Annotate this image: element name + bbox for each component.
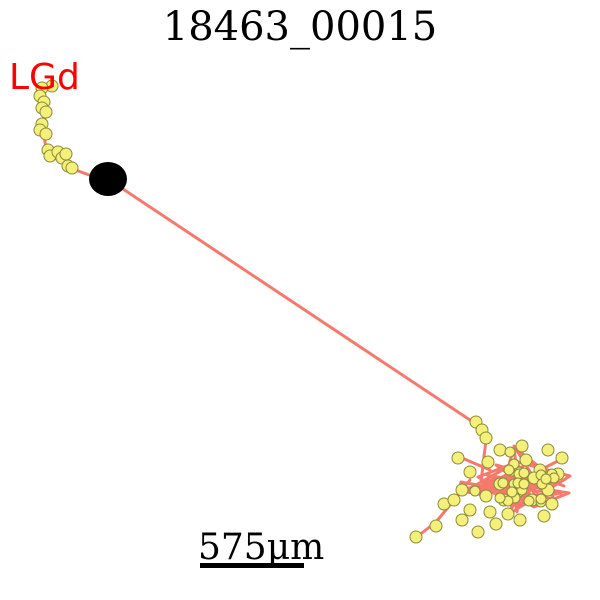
bouton <box>479 431 493 445</box>
axon-boutons <box>33 79 569 544</box>
bouton <box>463 465 477 479</box>
bouton <box>555 451 569 465</box>
bouton <box>515 439 529 453</box>
bouton <box>447 493 461 507</box>
bouton <box>409 530 423 544</box>
bouton <box>469 485 481 497</box>
bouton <box>65 161 79 175</box>
bouton <box>519 453 533 467</box>
bouton <box>504 446 516 458</box>
bouton <box>455 483 469 497</box>
bouton <box>518 478 530 490</box>
bouton <box>493 443 507 457</box>
bouton <box>513 513 527 527</box>
bouton <box>541 443 555 457</box>
bouton <box>489 517 503 531</box>
bouton <box>471 525 485 539</box>
bouton <box>501 507 515 521</box>
bouton <box>451 451 465 465</box>
scale-bar <box>200 563 304 568</box>
bouton <box>59 147 73 161</box>
bouton <box>535 493 547 505</box>
scale-bar-label: 575μm <box>198 527 325 568</box>
bouton <box>479 489 493 503</box>
bouton <box>494 492 506 504</box>
bouton <box>39 105 53 119</box>
bouton <box>483 505 497 519</box>
bouton <box>506 486 518 498</box>
bouton <box>503 464 515 476</box>
bouton <box>497 477 509 489</box>
axon-segment <box>106 177 488 442</box>
bouton <box>537 509 551 523</box>
bouton <box>39 127 53 141</box>
soma <box>89 162 127 196</box>
bouton <box>518 467 530 479</box>
bouton <box>545 497 559 511</box>
bouton <box>429 519 443 533</box>
bouton <box>463 503 477 517</box>
region-label: LGd <box>9 57 80 98</box>
bouton <box>540 473 552 485</box>
figure-title: 18463_00015 <box>162 4 438 50</box>
bouton <box>523 495 535 507</box>
bouton <box>481 455 495 469</box>
bouton <box>455 513 469 527</box>
